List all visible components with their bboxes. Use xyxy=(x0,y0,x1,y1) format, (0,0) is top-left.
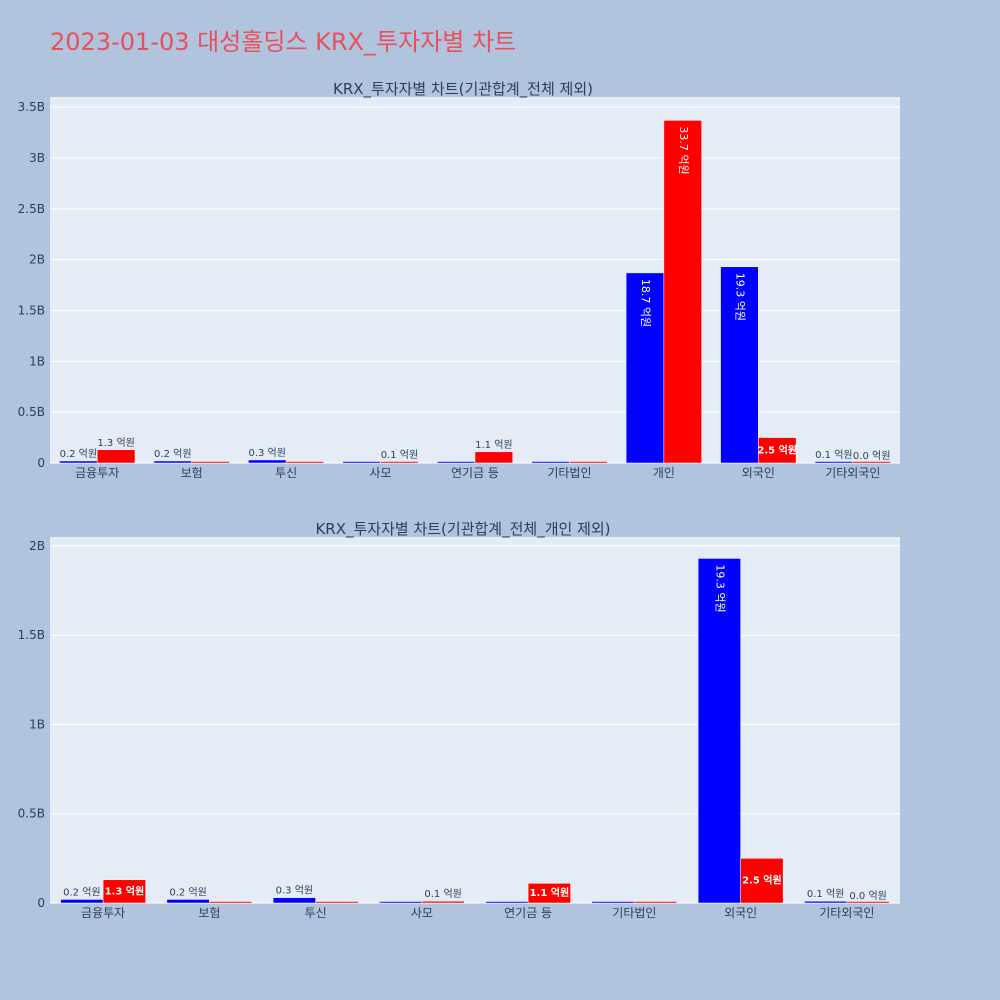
bar xyxy=(191,461,230,464)
y-tick-label: 2B xyxy=(29,539,45,553)
x-tick-label: 사모 xyxy=(411,906,433,920)
bar xyxy=(474,451,514,464)
bar xyxy=(272,897,316,904)
bar xyxy=(421,900,465,904)
bar xyxy=(59,460,98,464)
plot-area xyxy=(50,537,900,903)
data-label: 0.1 억원 xyxy=(381,449,418,461)
x-tick-label: 기타외국인 xyxy=(819,906,874,920)
y-tick-label: 0.5B xyxy=(18,807,45,821)
x-tick-label: 기타법인 xyxy=(612,906,656,920)
y-tick-label: 2B xyxy=(29,253,45,267)
bar xyxy=(485,901,529,904)
bar xyxy=(102,879,146,904)
y-tick-label: 1B xyxy=(29,354,45,368)
x-tick-label: 금융투자 xyxy=(75,466,119,480)
bar xyxy=(166,899,210,904)
bar xyxy=(153,460,192,464)
x-tick-label: 기타외국인 xyxy=(825,466,880,480)
y-tick-label: 3.5B xyxy=(18,100,45,114)
bar xyxy=(634,901,678,904)
y-tick-label: 1.5B xyxy=(18,304,45,318)
bar xyxy=(285,461,325,464)
bar xyxy=(569,461,608,464)
bar xyxy=(527,883,571,904)
data-label: 0.1 억원 xyxy=(807,888,844,900)
y-tick-label: 1B xyxy=(29,717,45,731)
bar xyxy=(846,901,890,904)
data-label: 1.1 억원 xyxy=(530,886,570,899)
data-label: 1.1 억원 xyxy=(475,439,512,451)
data-label: 1.3 억원 xyxy=(105,884,145,897)
data-label: 0.3 억원 xyxy=(248,447,285,459)
data-label: 0.1 억원 xyxy=(815,449,852,461)
y-tick-label: 0 xyxy=(37,896,45,910)
bar xyxy=(379,901,423,904)
bar xyxy=(315,901,359,904)
data-label: 18.7 억원 xyxy=(639,279,652,327)
data-label: 1.3 억원 xyxy=(97,437,134,449)
x-tick-label: 개인 xyxy=(653,466,675,480)
chart-top: KRX_투자자별 차트(기관합계_전체 제외) 0 0.5B 1B 1.5B 2B 2.5B… xyxy=(18,80,900,480)
data-label: 0.2 억원 xyxy=(169,886,206,898)
bar xyxy=(591,901,635,904)
data-label: 0.0 억원 xyxy=(853,450,890,462)
bar xyxy=(852,461,891,464)
data-label: 19.3 억원 xyxy=(733,273,746,321)
bar xyxy=(720,266,759,464)
bar xyxy=(663,120,702,464)
y-tick-label: 3B xyxy=(29,151,45,165)
chart-title: KRX_투자자별 차트(기관합계_전체 제외) xyxy=(333,80,593,99)
y-tick-label: 2.5B xyxy=(18,202,45,216)
x-tick-label: 연기금 등 xyxy=(504,906,552,920)
data-label: 19.3 억원 xyxy=(713,564,726,612)
bar xyxy=(380,461,419,464)
y-tick-label: 0.5B xyxy=(18,405,45,419)
page-title: 2023-01-03 대성홀딩스 KRX_투자자별 차트 xyxy=(50,28,517,56)
data-label: 0.1 억원 xyxy=(424,888,461,900)
bar xyxy=(531,461,570,464)
data-label: 2.5 억원 xyxy=(757,443,797,456)
data-label: 0.2 억원 xyxy=(154,448,191,460)
data-label: 0.2 억원 xyxy=(63,886,100,898)
x-tick-label: 보험 xyxy=(198,906,220,920)
bar xyxy=(625,272,665,464)
x-tick-label: 사모 xyxy=(370,466,392,480)
data-label: 2.5 억원 xyxy=(742,874,782,887)
bar xyxy=(436,461,476,464)
data-label: 0.0 억원 xyxy=(849,890,886,902)
bar xyxy=(804,900,848,904)
bar xyxy=(96,449,136,464)
bar xyxy=(248,459,287,464)
bar xyxy=(342,461,381,464)
x-tick-label: 투신 xyxy=(305,906,327,920)
bar xyxy=(814,461,854,464)
data-label: 33.7 억원 xyxy=(677,126,690,174)
bar xyxy=(697,558,741,904)
x-tick-label: 외국인 xyxy=(724,906,757,920)
bar xyxy=(60,899,104,904)
x-tick-label: 외국인 xyxy=(742,466,775,480)
x-tick-label: 기타법인 xyxy=(547,466,591,480)
x-tick-label: 금융투자 xyxy=(81,906,125,920)
y-tick-label: 0 xyxy=(37,456,45,470)
x-tick-label: 연기금 등 xyxy=(451,466,499,480)
chart-title: KRX_투자자별 차트(기관합계_전체_개인 제외) xyxy=(315,520,610,539)
bar xyxy=(740,858,784,904)
x-tick-label: 보험 xyxy=(181,466,203,480)
bar xyxy=(758,437,797,464)
y-tick-label: 1.5B xyxy=(18,628,45,642)
x-tick-label: 투신 xyxy=(275,466,297,480)
data-label: 0.2 억원 xyxy=(60,448,97,460)
data-label: 0.3 억원 xyxy=(276,885,313,897)
bar xyxy=(209,901,253,904)
chart-bottom: KRX_투자자별 차트(기관합계_전체_개인 제외) 0 0.5B 1B 1.5B 2B 금… xyxy=(18,520,900,920)
plot-area xyxy=(50,97,900,463)
